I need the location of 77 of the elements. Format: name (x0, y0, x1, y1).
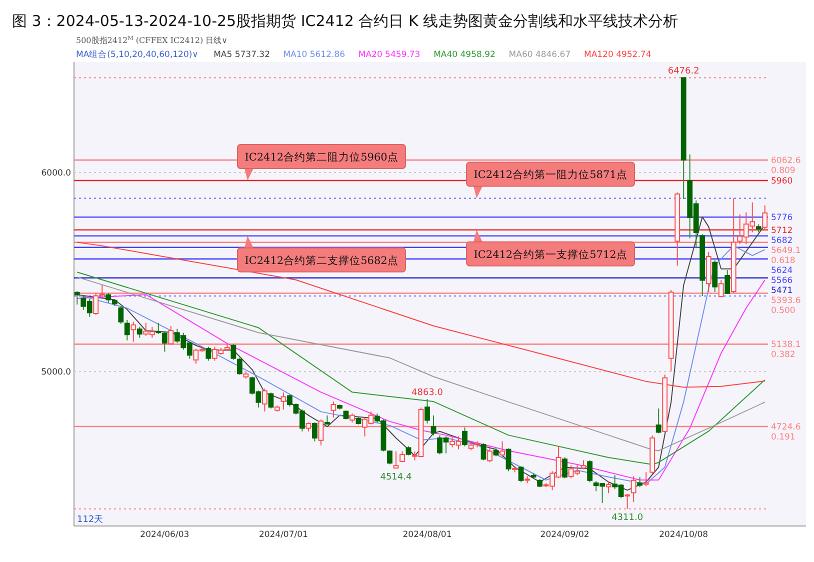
text: MA5 5737.32 (214, 50, 270, 60)
ref-line-label: 6062.6 0.809 (771, 156, 801, 176)
chart-title: 图 3：2024-05-13-2024-10-25股指期货 IC2412 合约日 K 线走势图黄金分割线和水平线技术分析 (12, 12, 678, 30)
text: MA60 4846.67 (508, 50, 571, 60)
candlestick (387, 450, 392, 465)
text: MA20 5459.73 (358, 50, 420, 60)
candlestick (124, 319, 130, 341)
x-tick-label: 2024/10/08 (659, 530, 708, 540)
candlestick (500, 440, 505, 458)
text: MA120 4952.74 (584, 50, 652, 60)
candlestick (99, 284, 105, 298)
annotation: IC2412合约第一阻力位5871点 (474, 168, 628, 182)
candlestick (236, 357, 242, 376)
ref-line-label: 5566 (771, 276, 793, 286)
candlestick (130, 321, 136, 342)
candlestick (424, 398, 430, 424)
chart-subtitle: 500股指2412$^{M}$ (CFFEX IC2412) 日线∨ (76, 35, 228, 45)
annotation: IC2412合约第一支撑位5712点 (474, 248, 628, 261)
ref-line-label: 5776 (771, 213, 793, 224)
candlestick (393, 450, 399, 469)
x-tick-label: 2024/06/03 (140, 530, 190, 540)
legend-title: MA组合(5,10,20,40,60,120)∨ (76, 49, 198, 60)
x-tick-label: 2024/07/01 (258, 530, 308, 540)
candlestick (280, 392, 286, 410)
candlestick (206, 346, 212, 362)
candlestick (330, 401, 336, 418)
annotation: 4863.0 (412, 388, 444, 398)
text: MA10 5612.86 (283, 50, 346, 60)
candlestick (262, 388, 268, 412)
ref-line-label: 5649.1 0.618 (771, 246, 801, 266)
candlestick (630, 476, 636, 503)
annotation: 112天 (77, 514, 104, 525)
x-tick-label: 2024/09/02 (540, 530, 590, 540)
annotation: 4514.4 (380, 472, 412, 482)
ref-line-label: 5960 (771, 176, 793, 186)
ref-line-label: 5138.1 0.382 (771, 340, 801, 360)
candlestick (400, 450, 405, 463)
candlestick (168, 325, 174, 346)
candlestick (587, 460, 593, 483)
candlestick (118, 305, 124, 324)
ref-line-label: 5682 (771, 236, 793, 246)
candlestick (724, 270, 730, 294)
candlestick (762, 204, 768, 231)
candlestick (462, 426, 468, 447)
candlestick (312, 422, 318, 442)
x-tick-label: 2024/08/01 (402, 530, 452, 540)
candlestick (480, 442, 486, 461)
candlestick (643, 472, 649, 487)
candlestick (318, 418, 324, 446)
candlestick (624, 494, 630, 510)
candlestick (268, 392, 274, 410)
candlestick (637, 476, 643, 488)
candlestick (74, 290, 80, 306)
candlestick (718, 280, 724, 298)
ref-line-label: 5624 (771, 266, 793, 276)
candlestick (562, 456, 568, 479)
candlestick (136, 326, 142, 338)
ref-line-label: 5471 (771, 286, 793, 296)
y-tick-label: 5000.0 (41, 368, 71, 378)
candlestick (506, 448, 512, 472)
candlestick (606, 480, 612, 494)
candlestick (230, 343, 236, 360)
ref-line-label: 4724.6 0.191 (771, 422, 801, 443)
annotation: 4311.0 (612, 512, 644, 523)
annotation: IC2412合约第二阻力位5960点 (244, 150, 398, 164)
ref-line-label: 5712 (771, 226, 793, 236)
candlestick (656, 408, 662, 434)
candlestick (518, 466, 524, 483)
text: MA40 4958.92 (434, 50, 496, 60)
line-series (76, 242, 766, 388)
y-tick-label: 6000.0 (41, 168, 71, 179)
candlestick (430, 414, 436, 436)
annotation: IC2412合约第二支撑位5682点 (244, 254, 398, 267)
ref-line-label: 5393.6 0.500 (771, 296, 801, 316)
annotation: 6476.2 (668, 66, 700, 77)
candlestick (93, 292, 99, 316)
candlestick (487, 446, 492, 463)
